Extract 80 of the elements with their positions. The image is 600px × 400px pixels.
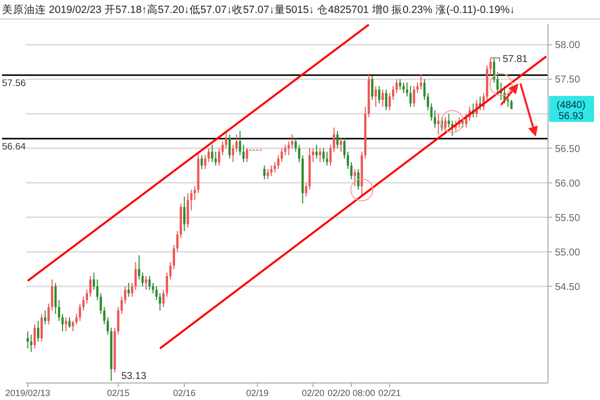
x-tick-label: 02/15 [106, 388, 130, 398]
candlestick [378, 86, 380, 104]
candlestick [211, 144, 214, 163]
candlestick [158, 292, 162, 312]
candlestick [224, 130, 228, 149]
candlestick [318, 148, 322, 163]
y-tick-label: 57.50 [555, 74, 580, 86]
x-tick-label: 2019/02/13 [5, 388, 50, 398]
candlestick [416, 82, 419, 94]
candlestick [235, 134, 238, 152]
candlestick [214, 151, 217, 166]
candlestick [448, 113, 450, 128]
candlestick [489, 57, 492, 76]
y-tick-label: 56.50 [555, 144, 580, 155]
y-tick-label: 55.00 [555, 247, 580, 258]
candlestick [138, 254, 140, 280]
y-tick-label: 54.50 [555, 282, 580, 293]
candlestick [72, 320, 74, 332]
candlestick [208, 148, 210, 163]
x-tick-label: 02/21 [378, 388, 401, 398]
candlestick [266, 168, 269, 180]
candlestick [148, 275, 151, 290]
chart-title: 美原油连 2019/02/23 开57.18↑高57.20↓低57.07↓收57.07↓量5015↓ 仓4825701 增0 振0.23% 涨(-0.11)-0.19%↓ [2, 3, 515, 16]
candlestick [357, 168, 360, 190]
candlestick [34, 324, 36, 349]
x-tick-label: 02/19 [246, 388, 269, 398]
candlestick [152, 282, 154, 294]
candlestick [242, 144, 245, 163]
x-tick-label: 02/16 [173, 388, 196, 398]
candlestick [332, 127, 336, 152]
candlestick [385, 89, 388, 111]
candlestick [326, 151, 328, 166]
candlestick [44, 310, 46, 325]
candlestick [26, 330, 29, 349]
candlestick [61, 313, 64, 332]
candlestick [354, 168, 356, 187]
candlestick [270, 165, 272, 176]
candlestick [64, 316, 68, 332]
y-tick-label: 58.00 [555, 40, 580, 52]
candlestick [166, 272, 168, 298]
x-tick-label: 02/20 08:00 [328, 388, 376, 398]
x-tick-label: 02/20 [302, 388, 324, 398]
candlestick [128, 282, 130, 298]
candlestick [340, 137, 342, 152]
ref-line-label: 56.64 [2, 142, 26, 153]
candlestick [40, 313, 43, 342]
candlestick [82, 296, 85, 312]
y-tick-label: 56.00 [555, 178, 580, 190]
y-tick-label: 55.50 [555, 212, 580, 224]
candlestick [420, 74, 422, 90]
annotation: 57.81 [502, 54, 528, 65]
candlestick [141, 272, 144, 287]
candlestick [274, 162, 276, 173]
candlestick [374, 86, 377, 108]
candlestick [291, 134, 294, 149]
candlestick [395, 78, 398, 94]
candlestick [444, 116, 446, 135]
candlestick [200, 154, 203, 170]
candlestick [398, 78, 402, 90]
candlestick [382, 89, 384, 108]
annotation: 53.13 [121, 370, 147, 382]
candlestick [315, 144, 318, 160]
candlestick [506, 92, 510, 108]
candlestick [371, 75, 374, 100]
candlestick [434, 110, 436, 128]
candlestick [144, 275, 148, 290]
candlestick [406, 82, 408, 97]
ref-line-label: 57.56 [2, 78, 26, 90]
candlestick [423, 78, 426, 100]
candlestick [37, 320, 40, 342]
candlestick [412, 86, 416, 108]
candlestick [322, 148, 325, 163]
candlestick [263, 165, 266, 180]
candlestick [437, 113, 440, 135]
candlestick [183, 196, 186, 232]
text: (4840) 56.93 [556, 100, 586, 122]
candlestick [277, 154, 280, 170]
candlestick [30, 334, 32, 352]
candlestick [134, 262, 137, 290]
candlestick [402, 82, 405, 94]
